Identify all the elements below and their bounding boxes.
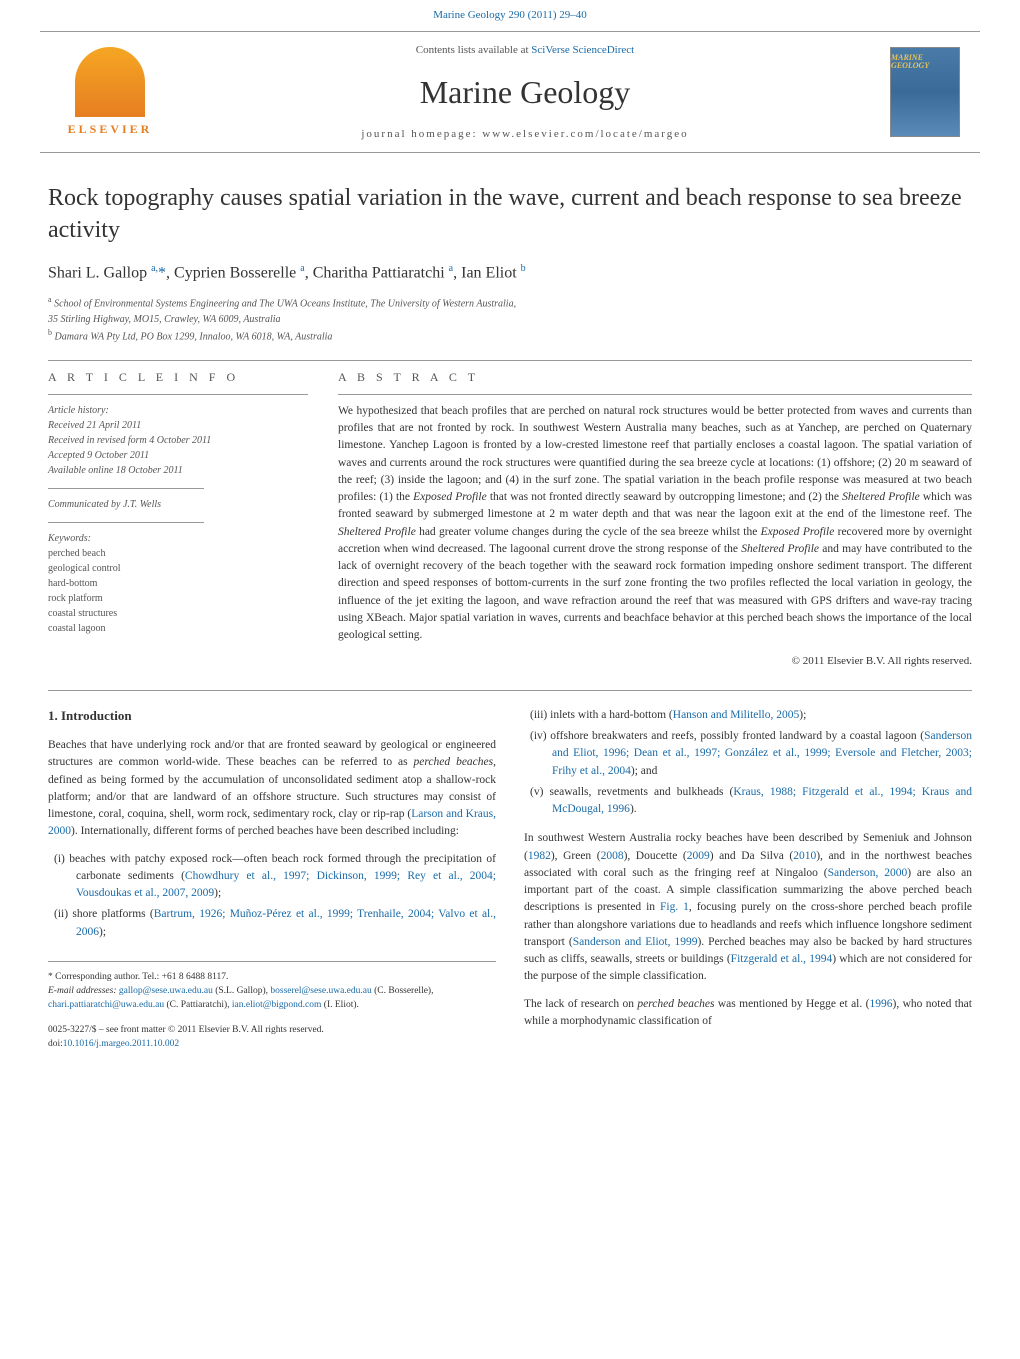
keywords: Keywords:perched beachgeological control… [48, 531, 308, 636]
list-item: (ii) shore platforms (Bartrum, 1926; Muñ… [48, 906, 496, 941]
body-left-column: 1. Introduction Beaches that have underl… [48, 707, 496, 1051]
header-center: Contents lists available at SciVerse Sci… [160, 43, 890, 143]
body-paragraph: The lack of research on perched beaches … [524, 996, 972, 1031]
article-info-column: A R T I C L E I N F O Article history:Re… [48, 369, 308, 670]
journal-cover-icon: MARINE GEOLOGY [890, 47, 960, 137]
body-right-column: (iii) inlets with a hard-bottom (Hanson … [524, 707, 972, 1051]
contents-line: Contents lists available at SciVerse Sci… [160, 43, 890, 58]
journal-name: Marine Geology [160, 70, 890, 115]
affiliations: a School of Environmental Systems Engine… [48, 294, 972, 344]
elsevier-logo: ELSEVIER [60, 42, 160, 142]
body-paragraph: In southwest Western Australia rocky bea… [524, 830, 972, 985]
header-citation: Marine Geology 290 (2011) 29–40 [0, 0, 1020, 31]
list-item: (iv) offshore breakwaters and reefs, pos… [524, 728, 972, 780]
divider [48, 690, 972, 691]
email-addresses: E-mail addresses: gallop@sese.uwa.edu.au… [48, 984, 496, 1013]
abstract-label: A B S T R A C T [338, 369, 972, 386]
doi-line: doi:10.1016/j.margeo.2011.10.002 [48, 1037, 496, 1051]
divider [48, 394, 308, 395]
homepage-line: journal homepage: www.elsevier.com/locat… [160, 127, 890, 142]
intro-heading: 1. Introduction [48, 707, 496, 725]
divider [48, 488, 204, 489]
sciencedirect-link[interactable]: SciVerse ScienceDirect [531, 44, 634, 56]
info-label: A R T I C L E I N F O [48, 369, 308, 386]
doi-box: 0025-3227/$ – see front matter © 2011 El… [48, 1023, 496, 1052]
corresponding-author: * Corresponding author. Tel.: +61 8 6488… [48, 970, 496, 984]
issn-line: 0025-3227/$ – see front matter © 2011 El… [48, 1023, 496, 1037]
journal-header: ELSEVIER Contents lists available at Sci… [40, 31, 980, 153]
elsevier-text: ELSEVIER [68, 121, 153, 138]
elsevier-tree-icon [75, 47, 145, 117]
list-item: (iii) inlets with a hard-bottom (Hanson … [524, 707, 972, 724]
intro-paragraph: Beaches that have underlying rock and/or… [48, 737, 496, 841]
cover-title: MARINE GEOLOGY [891, 54, 955, 70]
article-history: Article history:Received 21 April 2011Re… [48, 403, 308, 478]
divider [48, 360, 972, 361]
list-item: (i) beaches with patchy exposed rock—oft… [48, 851, 496, 903]
divider [48, 522, 204, 523]
authors-line: Shari L. Gallop a,*, Cyprien Bosserelle … [48, 262, 972, 285]
article-title: Rock topography causes spatial variation… [48, 183, 972, 245]
copyright-line: © 2011 Elsevier B.V. All rights reserved… [338, 654, 972, 669]
abstract-text: We hypothesized that beach profiles that… [338, 403, 972, 645]
communicated-by: Communicated by J.T. Wells [48, 497, 308, 512]
list-item: (v) seawalls, revetments and bulkheads (… [524, 784, 972, 819]
abstract-column: A B S T R A C T We hypothesized that bea… [338, 369, 972, 670]
divider [338, 394, 972, 395]
footer-contact: * Corresponding author. Tel.: +61 8 6488… [48, 961, 496, 1013]
